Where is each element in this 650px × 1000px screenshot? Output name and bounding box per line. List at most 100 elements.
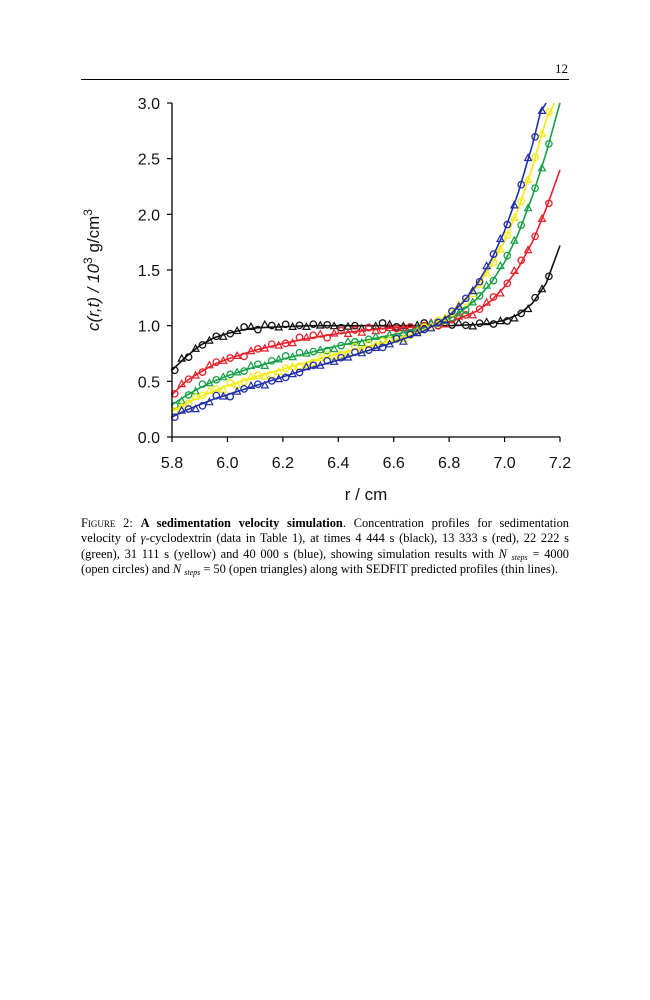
data-point-circle (254, 360, 262, 369)
data-point-circle (226, 379, 235, 387)
y-tick-label: 1.5 (138, 263, 160, 280)
data-point-triangle (177, 353, 187, 362)
data-point-triangle (509, 212, 519, 221)
data-point-triangle (301, 332, 311, 341)
plot-area (170, 102, 561, 437)
x-tick-label: 6.4 (327, 455, 349, 472)
data-point-triangle (385, 339, 395, 348)
data-point-triangle (246, 380, 256, 389)
data-point-circle (281, 352, 290, 360)
data-point-circle (364, 340, 373, 349)
data-point-circle (392, 334, 401, 343)
data-point-circle (184, 405, 193, 413)
data-point-circle (240, 323, 248, 331)
data-point-triangle (385, 334, 395, 343)
caption-text-2: -cyclodextrin (data in Table 1), at time… (81, 531, 569, 561)
data-point-triangle (274, 340, 284, 349)
data-point-triangle (509, 313, 519, 322)
data-point-circle (281, 320, 290, 329)
data-point-circle (240, 367, 248, 375)
figure-caption: Figure 2: A sedimentation velocity simul… (81, 516, 569, 577)
data-point-circle (254, 371, 262, 380)
data-point-circle (254, 345, 262, 353)
data-point-triangle (537, 163, 547, 172)
data-point-circle (489, 293, 498, 301)
data-point-triangle (385, 319, 395, 328)
data-point-circle (351, 338, 359, 346)
data-point-circle (378, 325, 387, 334)
data-point-circle (475, 305, 484, 314)
data-point-triangle (495, 234, 505, 243)
x-tick-label: 6.6 (383, 455, 405, 472)
data-point-circle (337, 341, 345, 350)
data-point-circle (212, 332, 221, 341)
data-point-triangle (288, 338, 298, 347)
data-point-triangle (177, 405, 187, 414)
data-point-circle (364, 323, 373, 332)
y-tick-label: 2.5 (138, 152, 160, 169)
data-point-triangle (523, 174, 533, 184)
data-point-triangle (495, 316, 505, 325)
caption-text-1: . Concentration profiles for sedimentati… (81, 516, 569, 546)
data-point-triangle (246, 361, 256, 370)
x-tick-label: 7.0 (493, 455, 515, 472)
data-point-triangle (232, 350, 242, 359)
y-axis-label: c(r,t) / 103 g/cm3 (81, 209, 103, 331)
x-tick-label: 6.8 (438, 455, 460, 472)
data-point-triangle (523, 245, 533, 254)
data-point-triangle (260, 360, 270, 369)
data-point-triangle (218, 355, 228, 364)
y-tick-label: 0.5 (138, 374, 160, 391)
data-point-triangle (537, 128, 547, 137)
data-point-circle (198, 341, 207, 349)
data-point-circle (240, 352, 248, 361)
data-point-triangle (343, 336, 353, 345)
x-tick-label: 7.2 (549, 455, 571, 472)
data-point-triangle (495, 244, 505, 253)
data-point-circle (295, 348, 304, 357)
data-point-triangle (537, 284, 547, 293)
data-point-circle (226, 392, 235, 401)
data-point-circle (337, 326, 345, 335)
caption-text-4: = 50 (open triangles) along with SEDFIT … (200, 561, 558, 576)
figure: 5.8 6.0 6.2 6.4 6.6 6.8 7.0 7.2 0.0 0.5 1.0 1.5 2.0 2… (76, 88, 574, 506)
data-point-circle (461, 306, 470, 314)
data-point-circle (281, 364, 290, 373)
data-point-circle (531, 153, 539, 162)
data-point-triangle (454, 301, 464, 310)
data-point-triangle (482, 268, 492, 277)
data-point-circle (475, 277, 484, 286)
data-point-triangle (509, 265, 519, 274)
data-point-triangle (232, 386, 242, 395)
data-point-triangle (468, 310, 478, 319)
data-point-triangle (315, 360, 325, 369)
caption-greek: γ (140, 531, 146, 546)
data-point-circle (295, 368, 304, 377)
data-point-triangle (371, 342, 381, 351)
data-point-circle (281, 373, 290, 382)
data-point-circle (517, 221, 526, 230)
data-point-circle (461, 294, 470, 303)
data-point-triangle (537, 105, 547, 114)
data-point-circle (198, 368, 207, 376)
data-point-circle (198, 391, 207, 400)
data-point-triangle (495, 288, 505, 297)
data-point-circle (475, 319, 484, 328)
data-point-triangle (454, 308, 464, 317)
data-point-triangle (482, 280, 492, 289)
y-tick-label: 3.0 (138, 96, 160, 113)
data-point-circle (184, 375, 193, 384)
data-point-triangle (482, 297, 492, 306)
data-point-circle (351, 348, 359, 357)
x-tick-label: 6.0 (216, 455, 238, 472)
data-point-triangle (218, 391, 228, 400)
data-point-triangle (260, 371, 270, 380)
data-point-circle (198, 401, 207, 410)
data-point-triangle (315, 329, 325, 338)
data-point-triangle (301, 321, 311, 330)
data-point-circle (503, 279, 512, 288)
data-point-triangle (204, 385, 214, 394)
data-point-circle (351, 342, 359, 351)
data-point-circle (545, 199, 553, 208)
data-point-circle (184, 391, 193, 399)
